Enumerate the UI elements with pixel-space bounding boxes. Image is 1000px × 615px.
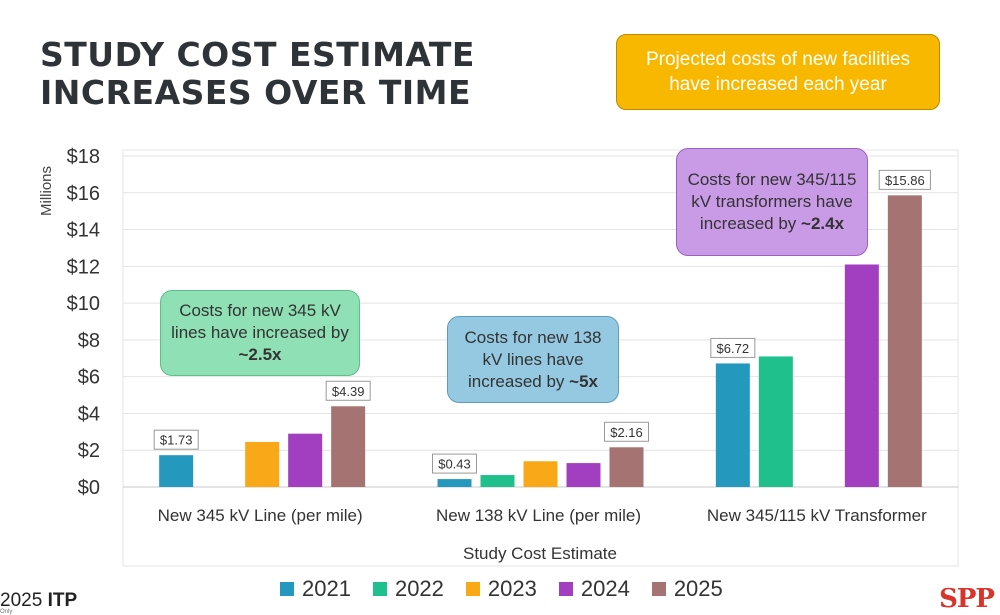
annotation-transformer: Costs for new 345/115 kV transformers ha… [676,148,868,256]
annotation-138kv-line: Costs for new 138 kV lines have increase… [447,316,619,403]
legend-label: 2023 [487,576,537,601]
data-label-box [604,421,649,442]
annotation-345kv-line: Costs for new 345 kV lines have increase… [160,290,360,376]
annotation-transformer-multiplier: ~2.4x [801,214,845,233]
y-axis-label: Millions [38,166,55,216]
data-label-box [878,169,931,190]
legend-label: 2022 [394,576,444,601]
y-tick-label: $14 [67,220,100,242]
y-tick-label: $8 [78,330,100,352]
bar-2023-2 [523,461,558,487]
legend-label: 2021 [302,576,351,601]
bar-2022-3 [758,356,793,487]
y-tick-label: $18 [67,146,100,168]
bar-2023-1 [245,441,280,487]
footer-itp: ITP [47,590,78,611]
y-tick-label: $16 [67,183,100,205]
chart-title: STUDY COST ESTIMATE INCREASES OVER TIME [40,36,475,112]
x-category-label: New 345/115 kV Transformer [707,506,927,525]
annotation-transformer-text: Costs for new 345/115 kV transformers ha… [687,170,857,233]
bar-2025-3 [887,195,922,487]
bar-2021-2 [437,479,472,487]
y-tick-label: $10 [67,293,100,315]
footer-itp-label: 2025 ITP [0,590,77,612]
data-label-box [432,453,477,474]
legend-swatch [372,582,387,596]
y-tick-label: $6 [78,367,100,389]
legend-swatch [558,582,573,596]
bar-2025-1 [331,406,366,487]
footer-year: 2025 [0,590,43,611]
legend-label: 2024 [580,576,630,601]
data-label-box [153,429,199,450]
legend-item-2025: 2025 [651,576,723,602]
y-tick-label: $0 [78,477,100,499]
legend-item-2024: 2024 [558,576,630,602]
footer-subtext: Only [0,609,13,615]
data-label: $2.16 [610,425,643,440]
bar-2022-2 [480,475,515,487]
bar-2021-3 [715,363,750,487]
legend-item-2023: 2023 [465,576,537,602]
plot-frame [122,149,959,567]
x-axis-label: Study Cost Estimate [463,544,617,563]
spp-logo: SPP [939,584,995,614]
data-label: $0.43 [438,457,471,472]
summary-callout-line-2: have increased each year [669,74,887,95]
annotation-345kv-multiplier: ~2.5x [238,345,282,364]
annotation-138kv-text: Costs for new 138 kV lines have increase… [464,327,602,391]
bar-2025-2 [609,447,644,487]
legend-item-2022: 2022 [372,576,444,602]
bar-2024-3 [844,264,879,487]
legend-item-2021: 2021 [280,576,351,602]
title-line-2: INCREASES OVER TIME [40,73,471,112]
bar-2024-2 [566,463,601,487]
data-label-box [710,337,756,358]
legend-swatch [465,582,480,596]
summary-callout-line-1: Projected costs of new facilities [645,49,910,70]
title-line-1: STUDY COST ESTIMATE [40,35,475,74]
legend-swatch [280,582,294,596]
data-label: $4.39 [332,384,365,399]
chart-legend: 2021 2022 2023 2024 2025 [280,576,723,602]
bar-2024-1 [288,433,323,487]
y-tick-label: $12 [67,256,100,278]
bar-2021-1 [159,455,194,487]
annotation-345kv-text: Costs for new 345 kV lines have increase… [171,301,349,342]
data-label: $6.72 [717,341,750,356]
legend-swatch [651,582,666,596]
summary-callout: Projected costs of new facilities have i… [616,34,940,110]
annotation-138kv-multiplier: ~5x [569,371,598,391]
y-tick-label: $4 [78,403,100,425]
data-label: $15.86 [885,173,925,188]
legend-label: 2025 [673,576,723,601]
x-category-label: New 345 kV Line (per mile) [158,506,363,525]
data-label-box [325,380,371,401]
x-category-label: New 138 kV Line (per mile) [436,506,641,525]
data-label: $1.73 [160,433,193,448]
y-tick-label: $2 [78,440,100,462]
